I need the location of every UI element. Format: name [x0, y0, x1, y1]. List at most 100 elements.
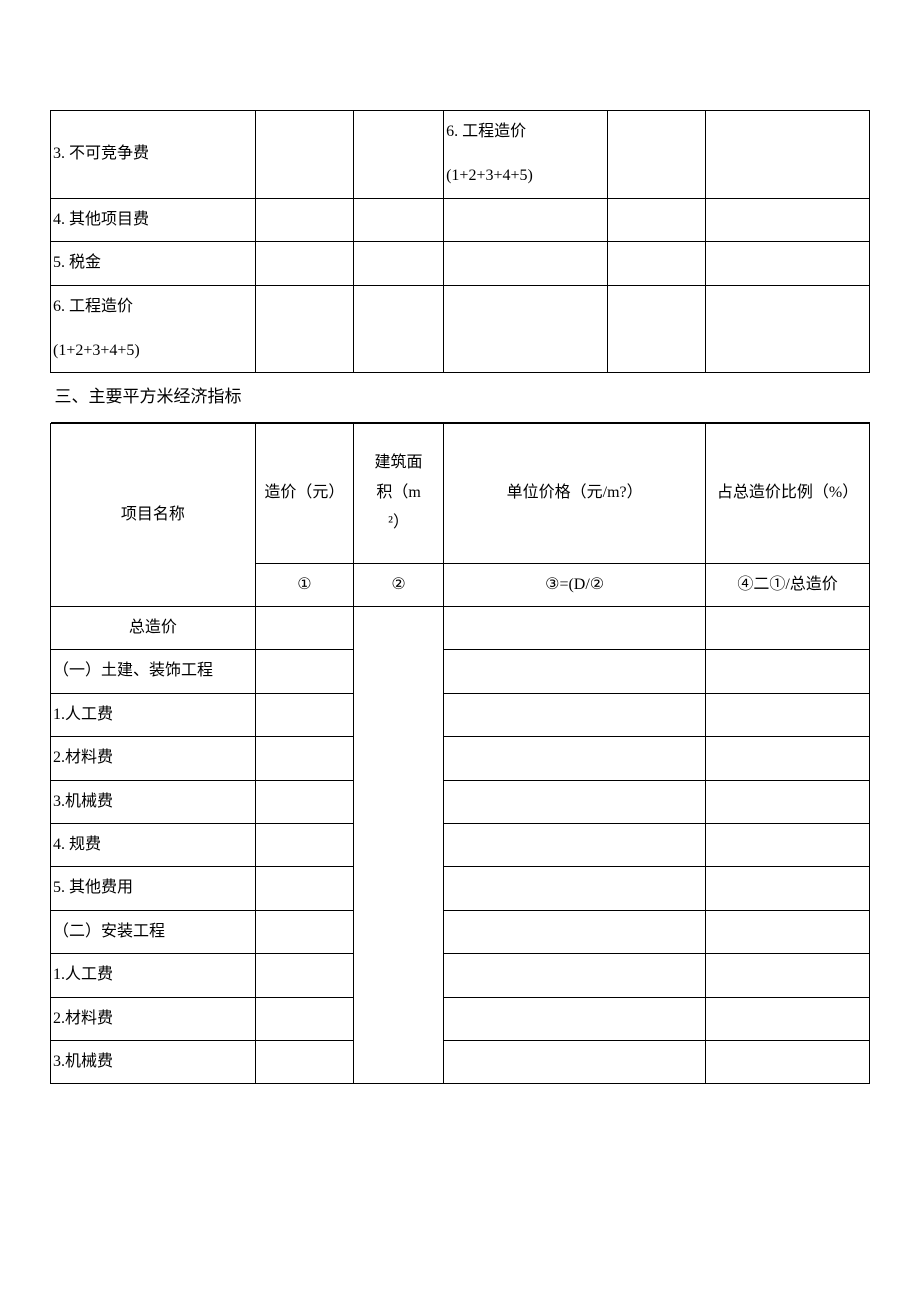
cell-empty [255, 693, 353, 736]
cell-label: 总造价 [51, 607, 256, 650]
table-row: 总造价 [51, 607, 870, 650]
cell-text: (1+2+3+4+5) [446, 161, 603, 191]
header-cell: 建筑面 积（m ²） [354, 423, 444, 563]
table-row: 2.材料费 [51, 737, 870, 780]
cell-empty [706, 1040, 870, 1083]
cell-label: 1.人工费 [51, 693, 256, 736]
cell-empty [354, 242, 444, 285]
cell-empty [706, 198, 870, 241]
header-cell: 项目名称 [51, 423, 256, 606]
cell-empty [607, 111, 705, 199]
cell-text: 6. 工程造价 [53, 292, 251, 322]
cell-merged [354, 607, 444, 1084]
cell-empty [607, 198, 705, 241]
cell-text: ²） [358, 508, 439, 538]
cell-label: 3.机械费 [51, 780, 256, 823]
cell-empty [706, 607, 870, 650]
table-row: 1.人工费 [51, 954, 870, 997]
cell-empty [255, 285, 353, 373]
table-row: 3.机械费 [51, 780, 870, 823]
table-row: 5. 税金 [51, 242, 870, 285]
cell-label: 3. 不可竞争费 [51, 111, 256, 199]
cell-empty [444, 1040, 706, 1083]
subheader-cell: ④二①/总造价 [706, 563, 870, 606]
table-row: 3. 不可竞争费 6. 工程造价 (1+2+3+4+5) [51, 111, 870, 199]
cell-empty [255, 111, 353, 199]
cell-empty [255, 780, 353, 823]
header-cell: 造价（元） [255, 423, 353, 563]
cell-empty [444, 997, 706, 1040]
table-row: 2.材料费 [51, 997, 870, 1040]
header-cell: 单位价格（元/m?） [444, 423, 706, 563]
cell-label: （二）安装工程 [51, 910, 256, 953]
cell-empty [354, 198, 444, 241]
cell-empty [354, 285, 444, 373]
cell-empty [706, 650, 870, 693]
cell-label: 5. 其他费用 [51, 867, 256, 910]
table-row: 4. 规费 [51, 823, 870, 866]
cell-empty [255, 823, 353, 866]
cell-empty [607, 285, 705, 373]
table-row: （二）安装工程 [51, 910, 870, 953]
header-cell: 占总造价比例（%） [706, 423, 870, 563]
section-title: 三、主要平方米经济指标 [51, 373, 870, 422]
cell-empty [255, 242, 353, 285]
cell-empty [444, 737, 706, 780]
cell-empty [706, 910, 870, 953]
cell-empty [255, 867, 353, 910]
cell-label: 5. 税金 [51, 242, 256, 285]
cell-label: 3.机械费 [51, 1040, 256, 1083]
cell-empty [706, 242, 870, 285]
cell-text: 积（m [358, 478, 439, 508]
cell-empty [444, 910, 706, 953]
cell-empty [706, 867, 870, 910]
cell-empty [706, 693, 870, 736]
table-row: 4. 其他项目费 [51, 198, 870, 241]
cell-label: 2.材料费 [51, 737, 256, 780]
table-row: 5. 其他费用 [51, 867, 870, 910]
table-row: 1.人工费 [51, 693, 870, 736]
cell-empty [255, 997, 353, 1040]
cell-empty [255, 607, 353, 650]
subheader-cell: ② [354, 563, 444, 606]
cell-empty [706, 285, 870, 373]
cell-label: 4. 其他项目费 [51, 198, 256, 241]
cell-label: 2.材料费 [51, 997, 256, 1040]
cell-empty [607, 242, 705, 285]
table-row: 3.机械费 [51, 1040, 870, 1083]
cell-empty [255, 910, 353, 953]
cell-empty [706, 111, 870, 199]
subheader-cell: ① [255, 563, 353, 606]
table2: 项目名称 造价（元） 建筑面 积（m ²） 单位价格（元/m?） 占总造价比例（… [50, 423, 870, 1085]
table-row: 6. 工程造价 (1+2+3+4+5) [51, 285, 870, 373]
cell-empty [255, 198, 353, 241]
subheader-cell: ③=(D/② [444, 563, 706, 606]
cell-label: 6. 工程造价 (1+2+3+4+5) [51, 285, 256, 373]
cell-empty [444, 285, 608, 373]
section-title-row: 三、主要平方米经济指标 [51, 373, 870, 422]
cell-text: 建筑面 [358, 448, 439, 478]
cell-text: (1+2+3+4+5) [53, 336, 251, 366]
cell-text: 6. 工程造价 [446, 117, 603, 147]
cell-empty [444, 607, 706, 650]
cell-empty [444, 242, 608, 285]
cell-empty [444, 823, 706, 866]
cell-empty [354, 111, 444, 199]
cell-empty [255, 954, 353, 997]
cell-empty [444, 954, 706, 997]
cell-empty [706, 780, 870, 823]
cell-empty [255, 1040, 353, 1083]
main-table: 3. 不可竞争费 6. 工程造价 (1+2+3+4+5) 4. 其他项目费 5.… [50, 110, 870, 423]
cell-empty [444, 693, 706, 736]
cell-empty [444, 780, 706, 823]
table-row: （一）土建、装饰工程 [51, 650, 870, 693]
header-row: 项目名称 造价（元） 建筑面 积（m ²） 单位价格（元/m?） 占总造价比例（… [51, 423, 870, 563]
cell-label: （一）土建、装饰工程 [51, 650, 256, 693]
cell-empty [444, 198, 608, 241]
cell-label: 6. 工程造价 (1+2+3+4+5) [444, 111, 608, 199]
cell-empty [706, 954, 870, 997]
cell-label: 4. 规费 [51, 823, 256, 866]
cell-empty [706, 737, 870, 780]
cell-empty [706, 823, 870, 866]
cell-label: 1.人工费 [51, 954, 256, 997]
